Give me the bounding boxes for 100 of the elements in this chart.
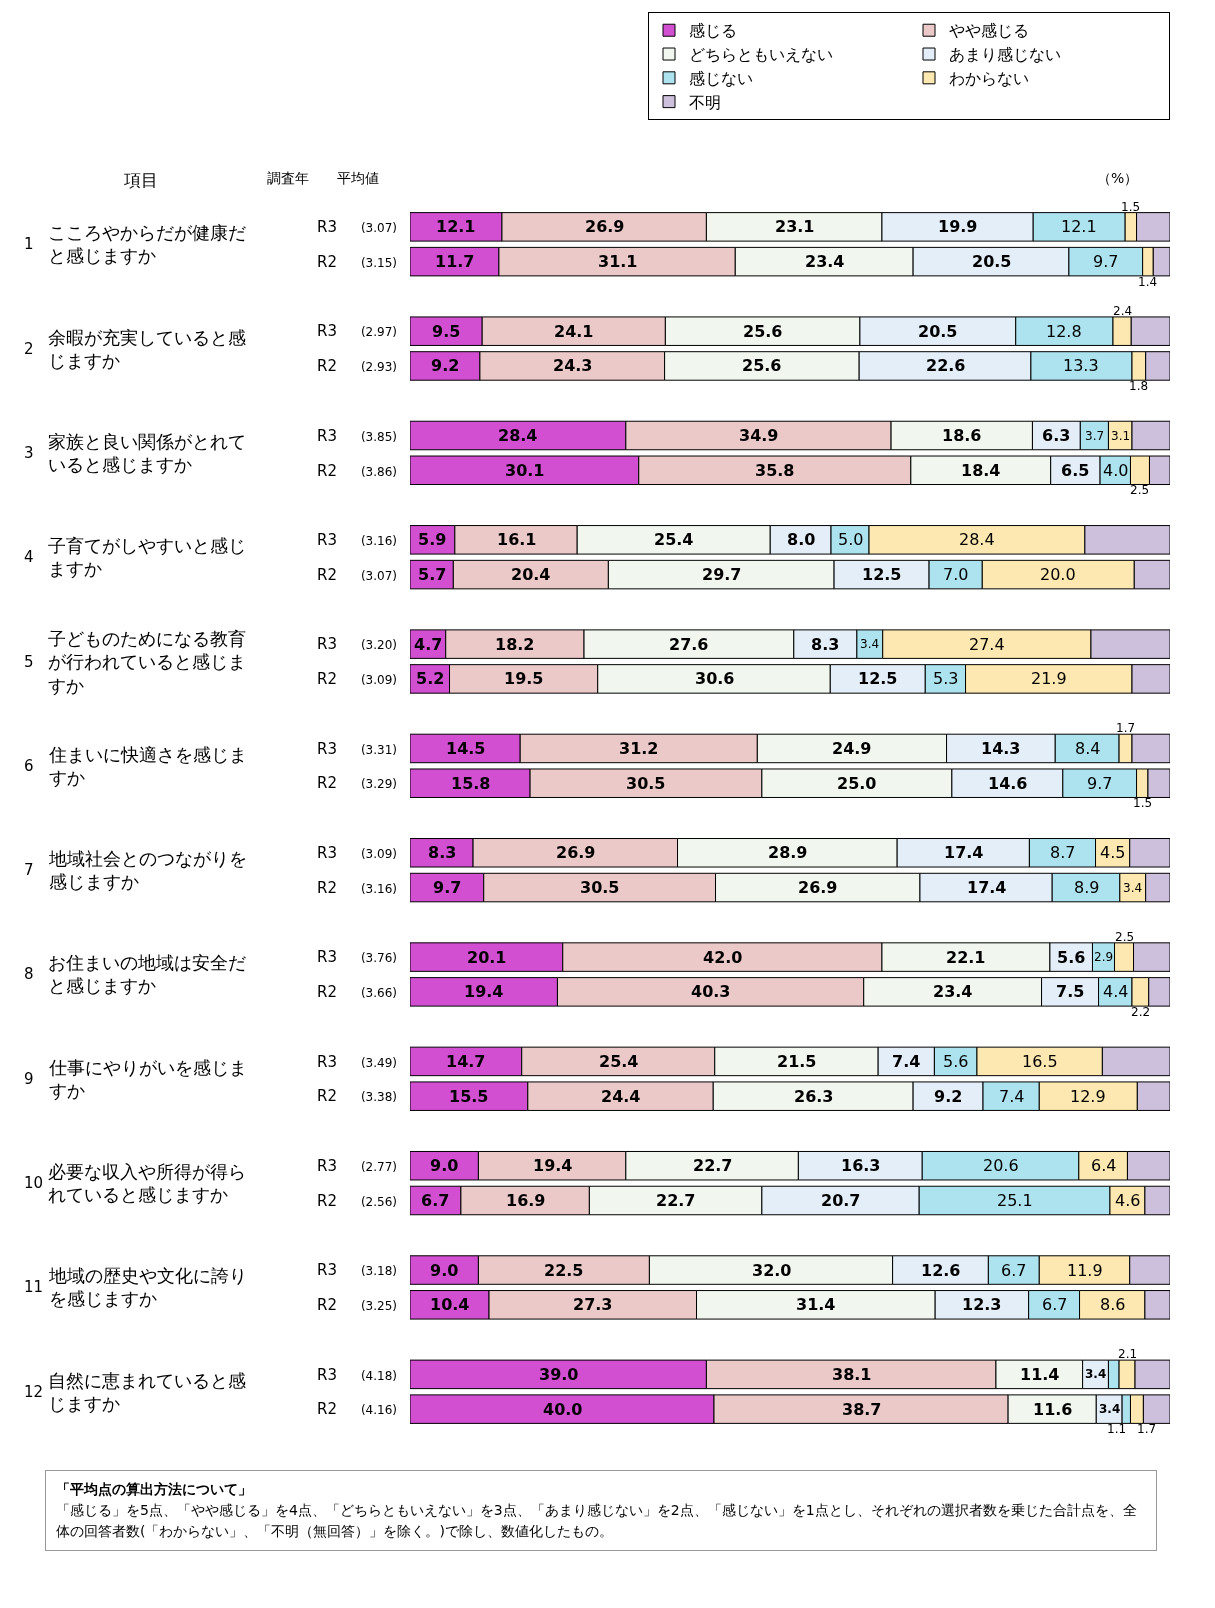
data-label: 9.2 <box>934 1087 963 1106</box>
data-label: 5.7 <box>418 565 447 584</box>
data-label: 4.6 <box>1115 1191 1141 1210</box>
category-label: R2 (3.07) <box>317 565 397 584</box>
data-label: 26.9 <box>585 217 625 236</box>
data-label: 7.0 <box>943 565 969 584</box>
text: 5 子どものためになる教育が行われていると感じますか <box>24 628 246 696</box>
data-label: 5.6 <box>1057 948 1086 967</box>
data-label: 17.4 <box>967 878 1007 897</box>
data-label: 28.4 <box>498 426 538 445</box>
category-label: R3 (3.49) <box>317 1052 397 1071</box>
data-label: 26.9 <box>556 843 596 862</box>
data-label: 8.3 <box>811 635 840 654</box>
data-label: 9.0 <box>430 1156 459 1175</box>
category-label: R3 (3.76) <box>317 948 397 967</box>
data-label: 18.6 <box>942 426 982 445</box>
data-label: 12.1 <box>436 217 476 236</box>
data-label: 40.0 <box>543 1400 583 1419</box>
data-label: 24.9 <box>832 739 872 758</box>
data-label: 16.3 <box>841 1156 881 1175</box>
data-label: 5.9 <box>418 530 447 549</box>
data-label: 24.4 <box>601 1087 641 1106</box>
data-label: 8.3 <box>428 843 457 862</box>
data-label: 22.7 <box>656 1191 696 1210</box>
category-label: R3 (4.18) <box>317 1365 397 1384</box>
data-label: 2.9 <box>1094 950 1114 964</box>
legend-label: やや感じる <box>949 21 1029 41</box>
data-label: 3.7 <box>1085 429 1105 443</box>
data-label: 4.5 <box>1100 843 1126 862</box>
data-label: 11.9 <box>1067 1261 1103 1280</box>
category-label: R2 (2.56) <box>317 1191 397 1210</box>
data-label: 8.4 <box>1075 739 1101 758</box>
category-label: R3 (3.09) <box>317 844 397 863</box>
data-label: 6.7 <box>421 1191 450 1210</box>
data-label: 6.7 <box>1042 1295 1068 1314</box>
data-label: 8.6 <box>1100 1295 1126 1314</box>
data-label: 19.9 <box>938 217 978 236</box>
data-label: 30.1 <box>505 461 545 480</box>
category-label: R3 (2.97) <box>317 322 397 341</box>
data-label: 27.6 <box>669 635 709 654</box>
data-label: 22.7 <box>693 1156 733 1175</box>
category-label: R2 (3.09) <box>317 670 397 689</box>
text: 平均値 <box>337 170 379 186</box>
data-label: 31.2 <box>619 739 659 758</box>
data-label: 25.4 <box>599 1052 639 1071</box>
data-label: 21.9 <box>1031 669 1067 688</box>
data-label: 12.5 <box>862 565 902 584</box>
data-label: 22.5 <box>544 1261 584 1280</box>
data-label: 3.1 <box>1111 429 1131 443</box>
data-label: 26.9 <box>798 878 838 897</box>
data-label: 19.4 <box>533 1156 573 1175</box>
category-label: R3 (3.16) <box>317 531 397 550</box>
data-label: 12.5 <box>858 669 898 688</box>
data-label: 7.4 <box>892 1052 921 1071</box>
data-label: 20.0 <box>1040 565 1076 584</box>
legend-label: 不明 <box>689 92 721 112</box>
data-label: 20.6 <box>983 1156 1019 1175</box>
legend-label: わからない <box>949 69 1029 89</box>
data-label: 27.3 <box>573 1295 613 1314</box>
data-label: 15.5 <box>449 1087 489 1106</box>
category-label: R2 (3.16) <box>317 878 397 897</box>
data-label: 9.5 <box>432 322 461 341</box>
data-label: 25.6 <box>742 356 782 375</box>
legend-label: どちらともいえない <box>689 45 833 65</box>
data-label: 7.4 <box>999 1087 1025 1106</box>
data-label: 2.4 <box>1113 304 1133 318</box>
data-label: 6.5 <box>1061 461 1090 480</box>
data-label: 9.7 <box>433 878 462 897</box>
text: 項目 <box>123 170 158 190</box>
category-label: R2 (3.86) <box>317 461 397 480</box>
data-label: 12.8 <box>1046 322 1082 341</box>
data-label: 11.4 <box>1020 1365 1060 1384</box>
data-label: 20.5 <box>972 252 1012 271</box>
data-label: 9.2 <box>431 356 460 375</box>
data-label: 26.3 <box>794 1087 834 1106</box>
data-label: 38.1 <box>832 1365 872 1384</box>
data-label: 25.1 <box>997 1191 1033 1210</box>
category-label: R3 (3.18) <box>317 1261 397 1280</box>
data-label: 5.2 <box>416 669 445 688</box>
data-label: 3.4 <box>1099 1402 1121 1416</box>
data-label: 12.6 <box>921 1261 961 1280</box>
data-label: 34.9 <box>739 426 779 445</box>
data-label: 1.5 <box>1121 200 1141 214</box>
data-label: 20.5 <box>918 322 958 341</box>
category-label: R3 (3.31) <box>317 739 397 758</box>
data-label: 21.5 <box>777 1052 817 1071</box>
data-label: 6.7 <box>1001 1261 1027 1280</box>
data-label: 29.7 <box>702 565 742 584</box>
data-label: 12.3 <box>962 1295 1002 1314</box>
data-label: 1.8 <box>1129 379 1149 393</box>
data-label: 14.5 <box>446 739 486 758</box>
data-label: 16.9 <box>506 1191 546 1210</box>
data-label: 19.5 <box>504 669 544 688</box>
data-label: 3.4 <box>1085 1367 1107 1381</box>
data-label: 6.4 <box>1091 1156 1117 1175</box>
text: （%） <box>1097 170 1139 186</box>
data-label: 1.7 <box>1116 721 1136 735</box>
data-label: 19.4 <box>464 982 504 1001</box>
data-label: 4.0 <box>1103 461 1129 480</box>
data-label: 20.7 <box>821 1191 861 1210</box>
